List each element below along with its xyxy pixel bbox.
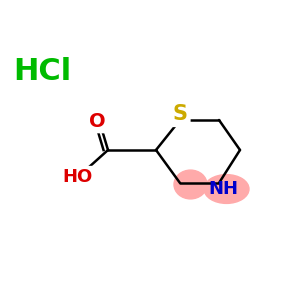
Text: HCl: HCl bbox=[13, 58, 71, 86]
Ellipse shape bbox=[174, 170, 207, 199]
Text: O: O bbox=[89, 112, 106, 131]
Text: HO: HO bbox=[63, 168, 93, 186]
Ellipse shape bbox=[204, 175, 249, 203]
Text: NH: NH bbox=[208, 180, 238, 198]
Text: S: S bbox=[172, 104, 188, 124]
